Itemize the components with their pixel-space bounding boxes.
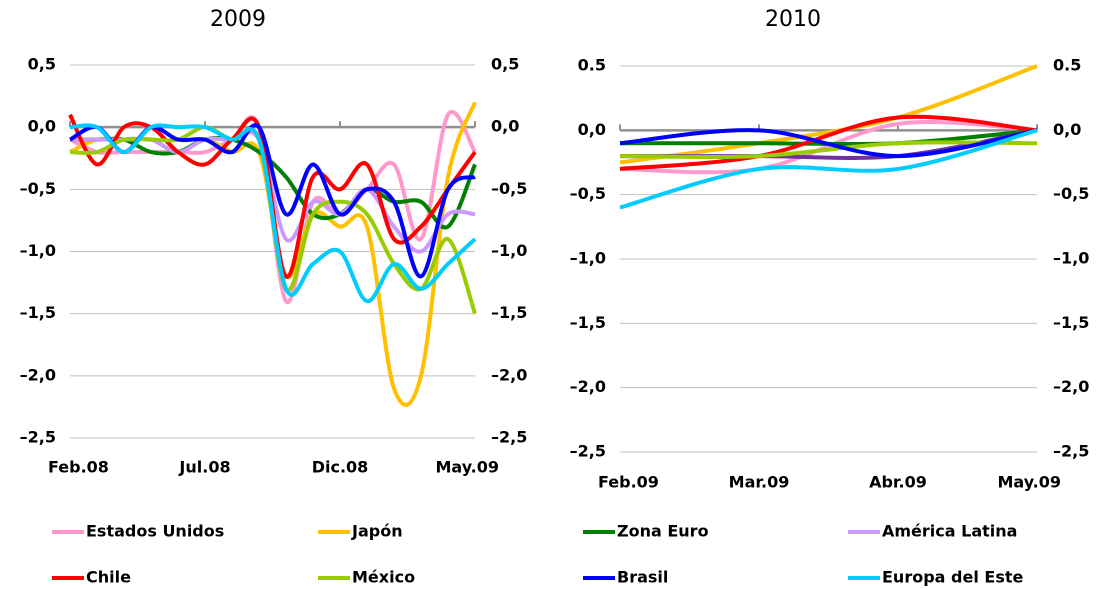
y2-tick-label: –0,5: [1053, 184, 1089, 203]
line-series: [619, 128, 1038, 159]
chart-title: 2010: [765, 7, 821, 32]
y2-tick-label: 0,5: [491, 55, 519, 74]
x-tick-label: Dic.08: [312, 458, 369, 477]
y2-tick-label: –0,5: [491, 179, 527, 198]
line-series: [70, 136, 477, 230]
y2-tick-label: –2,0: [491, 365, 527, 384]
x-tick-label: May.09: [997, 473, 1061, 492]
y-tick-label: 0,0: [28, 117, 56, 136]
legend-label: Europa del Este: [882, 568, 1023, 587]
line-series: [619, 128, 1038, 210]
line-series: [69, 123, 477, 304]
legend-label: Estados Unidos: [86, 522, 224, 541]
y-tick-label: 0.5: [578, 56, 606, 75]
chart-title: 2009: [210, 7, 266, 32]
legend-label: Japón: [351, 522, 403, 541]
legend-label: Chile: [86, 568, 131, 587]
y-tick-label: –1,5: [20, 303, 56, 322]
y-tick-label: –0,5: [20, 179, 56, 198]
x-tick-label: Feb.09: [598, 473, 659, 492]
y2-tick-label: 0,0: [491, 117, 519, 136]
y2-tick-label: –2,5: [1053, 442, 1089, 461]
y-tick-label: –2,0: [20, 365, 56, 384]
x-tick-label: Mar.09: [729, 473, 790, 492]
y-tick-label: –0,5: [570, 184, 606, 203]
x-tick-label: May.09: [435, 458, 499, 477]
y2-tick-label: –1,0: [1053, 249, 1089, 268]
y-tick-label: –2,0: [570, 377, 606, 396]
y2-tick-label: –1,5: [1053, 313, 1089, 332]
y2-tick-label: 0,0: [1053, 120, 1081, 139]
y-tick-label: –2,5: [570, 442, 606, 461]
x-tick-label: Abr.09: [869, 473, 927, 492]
line-series: [619, 114, 1038, 171]
x-tick-label: Jul.08: [178, 458, 230, 477]
line-series: [619, 140, 1038, 160]
y-tick-label: –2,5: [20, 428, 56, 447]
y-tick-label: 0,5: [28, 55, 56, 74]
legend-label: Zona Euro: [617, 522, 709, 541]
x-tick-label: Feb.08: [48, 458, 109, 477]
y2-tick-label: –1,5: [491, 303, 527, 322]
y-tick-label: –1,0: [20, 241, 56, 260]
y2-tick-label: 0.5: [1053, 56, 1081, 75]
y-tick-label: –1,5: [570, 313, 606, 332]
legend-label: México: [352, 568, 415, 587]
y2-tick-label: –2,0: [1053, 377, 1089, 396]
y-tick-label: –1,0: [570, 249, 606, 268]
y-tick-label: 0,0: [578, 120, 606, 139]
y2-tick-label: –2,5: [491, 428, 527, 447]
y2-tick-label: –1,0: [491, 241, 527, 260]
legend-label: América Latina: [882, 522, 1017, 541]
legend-label: Brasil: [617, 568, 668, 587]
